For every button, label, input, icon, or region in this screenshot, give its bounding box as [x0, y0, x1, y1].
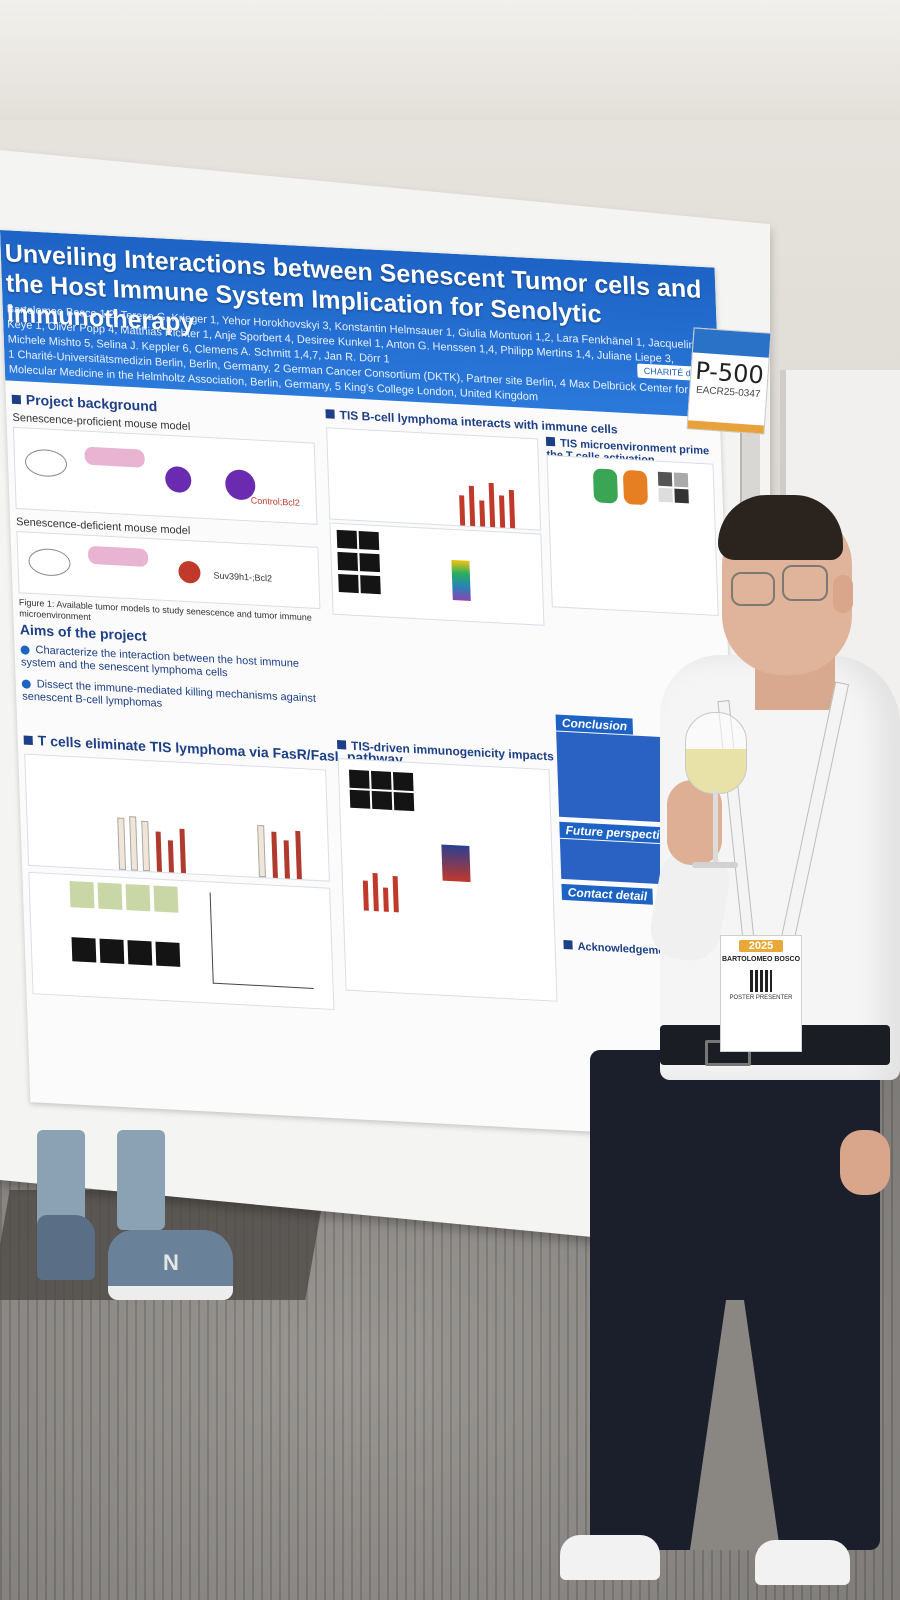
- glasses-lens-left: [731, 572, 775, 606]
- chart-bar: [271, 831, 278, 878]
- heatmap-cell: [657, 471, 673, 487]
- chart-bar: [257, 824, 266, 878]
- figure-4: [337, 758, 558, 1002]
- glasses-lens-right: [782, 565, 828, 601]
- shoe-right: [755, 1540, 850, 1585]
- microscopy-tile: [155, 941, 181, 967]
- chart-bar: [479, 500, 486, 527]
- heatmap-cell: [674, 488, 689, 504]
- tumor-cell-icon: [164, 465, 192, 494]
- poster-number-tag: P-500 EACR25-0347: [686, 327, 772, 435]
- heatmap-cell: [658, 487, 673, 503]
- survival-plot: [209, 892, 314, 989]
- microscopy-tile: [371, 790, 393, 810]
- figure-2-top: [326, 427, 542, 531]
- figure-microenvironment: [546, 454, 719, 616]
- microscopy-tile: [125, 883, 151, 912]
- hair: [718, 495, 843, 560]
- microscopy-tile: [97, 882, 123, 910]
- chart-bar: [372, 872, 379, 912]
- chart-bar: [141, 820, 151, 872]
- chart-bar: [383, 887, 389, 912]
- leg: [117, 1130, 165, 1230]
- microscopy-tile: [338, 573, 359, 594]
- figure-3-imaging: [28, 871, 335, 1011]
- microscopy-tile: [392, 771, 414, 792]
- sneaker-logo: N: [163, 1250, 179, 1275]
- wine-glass-foot: [692, 862, 738, 868]
- microscopy-tile: [393, 792, 415, 812]
- microscopy-tile: [127, 940, 153, 966]
- microscopy-tile: [337, 551, 359, 572]
- conference-badge: 2025 BARTOLOMEO BOSCO POSTER PRESENTER: [720, 935, 802, 1052]
- gene-construct: [84, 446, 145, 468]
- section-contact: Contact detail: [561, 883, 654, 905]
- chart-bar: [167, 840, 174, 873]
- chart-bar: [499, 495, 506, 528]
- chart-bar: [283, 840, 290, 879]
- microscopy-tile: [370, 770, 392, 790]
- badge-role: POSTER PRESENTER: [729, 995, 793, 1001]
- wine-glass-bowl: [685, 712, 747, 794]
- mouse-icon: [24, 448, 68, 478]
- figure-2-imaging: [329, 522, 545, 626]
- microscopy-tile: [153, 885, 179, 913]
- tag-header: [692, 328, 771, 358]
- ear: [833, 575, 853, 613]
- microscopy-tile: [359, 553, 381, 573]
- chart-bar: [508, 489, 516, 529]
- microscopy-tile: [336, 529, 358, 549]
- gene-construct: [87, 545, 149, 568]
- section-project-background: Project background: [11, 391, 158, 414]
- chart-bar: [459, 495, 466, 526]
- scientific-poster: Unveiling Interactions between Senescent…: [0, 230, 745, 1140]
- model-label-suv: Suv39h1-;Bcl2: [213, 570, 273, 584]
- chart-bar: [155, 831, 163, 872]
- microscopy-tile: [71, 937, 97, 963]
- shoe-left: [560, 1535, 660, 1580]
- model-diagram-1: Control;Bcl2: [12, 426, 318, 525]
- hand-in-pocket: [840, 1130, 890, 1195]
- model-diagram-2: Suv39h1-;Bcl2: [16, 531, 321, 610]
- umap-plot: [622, 469, 649, 506]
- model-label-control: Control;Bcl2: [250, 495, 300, 508]
- umap-plot: [592, 468, 619, 504]
- badge-year: 2025: [739, 940, 783, 952]
- sneaker: [37, 1215, 95, 1280]
- figure-3-viability: [24, 753, 330, 882]
- chart-bar: [179, 828, 186, 874]
- chart-bar: [488, 482, 496, 528]
- chart-bar: [129, 816, 139, 871]
- stacked-bar-chart: [451, 559, 471, 601]
- sneaker: N: [108, 1230, 233, 1300]
- ceiling: [0, 0, 900, 120]
- microscopy-tile: [69, 881, 95, 909]
- chart-bar: [392, 876, 399, 913]
- sneaker-sole: [108, 1286, 233, 1300]
- microscopy-tile: [99, 938, 125, 964]
- chart-bar: [117, 817, 127, 871]
- heatmap-cell: [673, 472, 689, 488]
- mouse-icon: [28, 547, 71, 577]
- microscopy-tile: [349, 789, 371, 809]
- chart-bar: [362, 880, 369, 911]
- qr-code-icon: [750, 970, 772, 992]
- microscopy-tile: [348, 769, 370, 789]
- microscopy-tile: [358, 531, 380, 551]
- chart-bar: [468, 485, 476, 527]
- aim-2: Dissect the immune-mediated killing mech…: [21, 678, 317, 710]
- chart-bar: [295, 830, 302, 880]
- heatmap: [441, 844, 471, 883]
- tumor-cell-icon: [178, 560, 201, 584]
- wine-glass-stem: [713, 790, 718, 865]
- badge-name: BARTOLOMEO BOSCO: [721, 956, 801, 963]
- microscopy-tile: [360, 575, 381, 595]
- hand: [667, 780, 722, 865]
